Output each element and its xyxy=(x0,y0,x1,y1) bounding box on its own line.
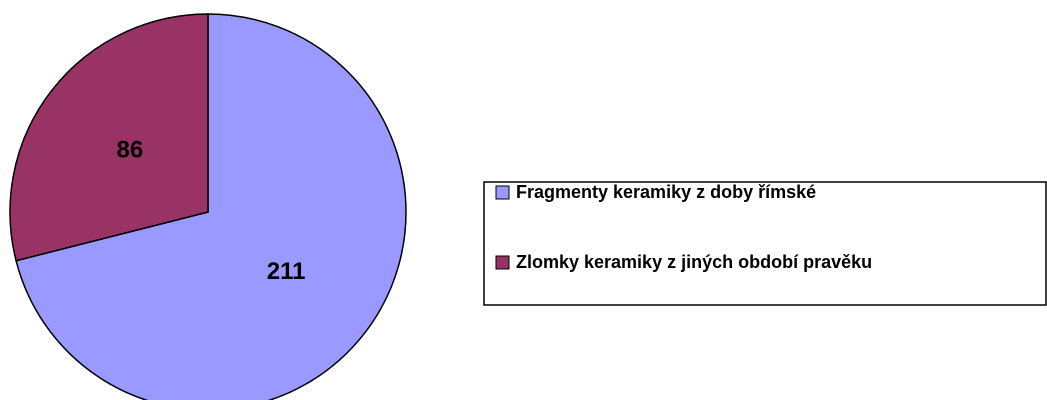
legend-swatch xyxy=(495,255,510,270)
legend-label: Zlomky keramiky z jiných období pravěku xyxy=(516,252,872,272)
pie-slice xyxy=(9,13,209,262)
legend-label: Fragmenty keramiky z doby římské xyxy=(516,182,816,202)
data-label: 211 xyxy=(267,258,306,285)
pie: 211 86 xyxy=(9,13,407,400)
data-label: 86 xyxy=(117,137,144,164)
legend: Fragmenty keramiky z doby římské Zlomky k… xyxy=(495,182,872,272)
legend-swatch xyxy=(495,185,510,200)
legend-box xyxy=(483,181,1047,306)
pie-slice xyxy=(15,13,407,400)
